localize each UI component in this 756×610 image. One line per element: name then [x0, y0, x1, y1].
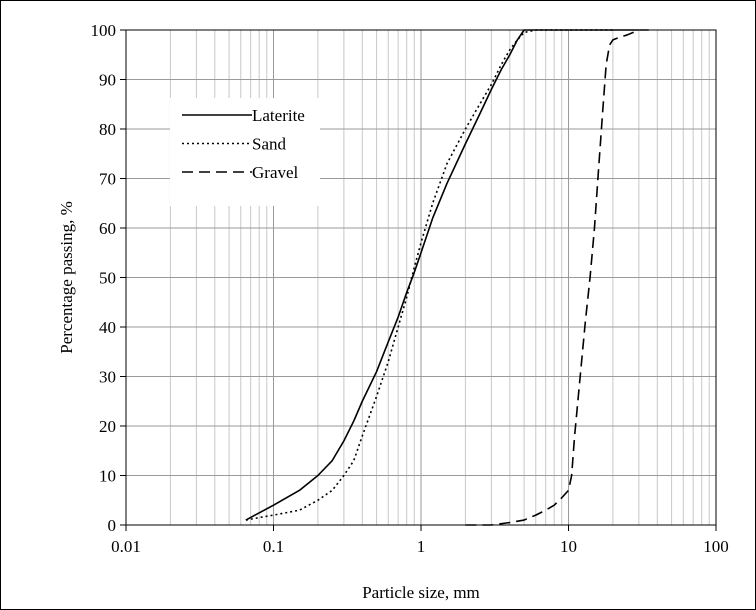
y-tick-label: 100 — [91, 21, 117, 40]
y-tick-label: 30 — [99, 368, 116, 387]
y-tick-label: 80 — [99, 120, 116, 139]
y-tick-label: 60 — [99, 219, 116, 238]
y-tick-label: 20 — [99, 417, 116, 436]
x-tick-label: 0.1 — [263, 537, 284, 556]
series-line-sand — [245, 29, 613, 521]
x-axis-label: Particle size, mm — [362, 583, 480, 602]
legend-label-sand: Sand — [252, 135, 287, 154]
legend: Laterite Sand Gravel — [170, 98, 320, 206]
x-tick-label: 10 — [560, 537, 577, 556]
y-tick-label: 10 — [99, 467, 116, 486]
series-line-laterite — [245, 29, 639, 521]
legend-background — [170, 98, 320, 206]
x-tick-label: 100 — [703, 537, 729, 556]
legend-label-gravel: Gravel — [252, 163, 299, 182]
y-tick-label: 70 — [99, 170, 116, 189]
x-tick-label: 1 — [417, 537, 426, 556]
y-tick-label: 0 — [108, 516, 117, 535]
x-tick-label: 0.01 — [111, 537, 141, 556]
y-tick-label: 50 — [99, 269, 116, 288]
y-tick-label: 90 — [99, 71, 116, 90]
series-layer — [245, 29, 649, 526]
series-line-gravel — [465, 29, 649, 526]
y-axis-label: Percentage passing, % — [57, 201, 76, 353]
axis-ticks: 0 10 20 30 40 50 60 70 80 90 100 0.01 0.1 1 10 100 — [91, 21, 729, 556]
y-tick-label: 40 — [99, 318, 116, 337]
legend-label-laterite: Laterite — [252, 106, 305, 125]
